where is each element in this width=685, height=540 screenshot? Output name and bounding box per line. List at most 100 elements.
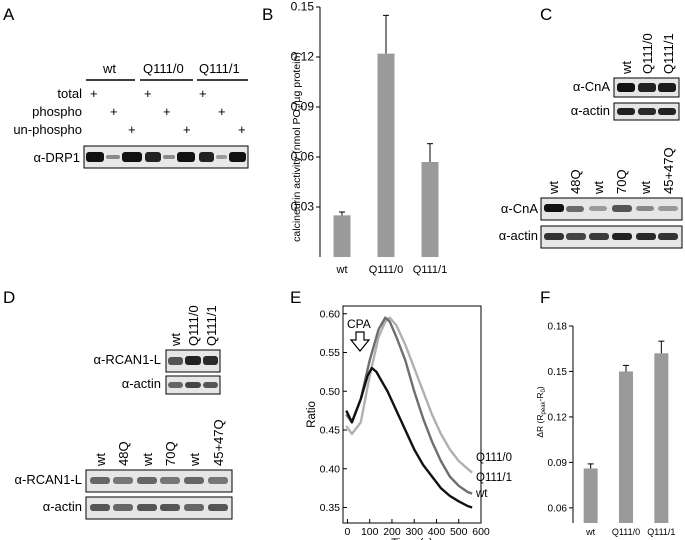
- blot-band: [199, 152, 214, 162]
- category-label: Q111/0: [612, 527, 640, 537]
- series-line: [345, 366, 473, 509]
- blot-band: [612, 205, 632, 212]
- y-tick-label: 0.40: [320, 463, 341, 475]
- plus-mark: +: [144, 86, 152, 101]
- blot-band: [658, 83, 676, 92]
- row-label: α-actin: [122, 376, 161, 391]
- blot-band: [617, 83, 635, 92]
- panel-e-letter: E: [290, 288, 301, 307]
- blot-band: [658, 233, 678, 240]
- panel-d-letter: D: [3, 288, 15, 307]
- group-label: wt: [102, 61, 116, 76]
- blot-band: [177, 152, 195, 162]
- blot-band: [185, 382, 201, 388]
- y-axis-label: Ratio: [306, 401, 318, 428]
- y-tick-label: 0.09: [291, 100, 315, 114]
- category-label: wt: [585, 527, 595, 537]
- lane-label: wt: [140, 453, 155, 467]
- series-label: Q111/0: [476, 452, 512, 464]
- y-tick-label: 0.45: [320, 425, 341, 437]
- blot-band: [544, 233, 564, 240]
- group-label: Q111/0: [143, 61, 184, 76]
- blot-band: [566, 206, 584, 212]
- lane-label: wt: [93, 453, 108, 467]
- category-label: wt: [336, 264, 348, 276]
- blot-band: [163, 155, 175, 159]
- lane-label: wt: [619, 61, 634, 75]
- row-label: un-phospho: [13, 122, 82, 137]
- lane-label: Q111/0: [186, 305, 201, 346]
- panel-c-letter: C: [540, 5, 552, 24]
- blot-band: [216, 155, 227, 159]
- plus-mark: +: [128, 122, 136, 137]
- series-line: [345, 316, 473, 474]
- y-tick-label: 0.12: [548, 412, 568, 423]
- blot-band: [137, 477, 157, 484]
- row-label: α-actin: [571, 103, 610, 118]
- plus-mark: +: [163, 104, 171, 119]
- blot-band: [612, 233, 632, 240]
- x-tick-label: 400: [428, 526, 446, 538]
- row-label: α-RCAN1-L: [94, 352, 161, 367]
- y-tick-label: 0.06: [548, 503, 568, 514]
- blot-band: [160, 477, 180, 484]
- y-tick-label: 0.09: [548, 458, 568, 469]
- antibody-label: α-DRP1: [33, 150, 80, 165]
- x-tick-label: 600: [472, 526, 490, 538]
- lane-label: wt: [591, 181, 606, 195]
- lane-label: wt: [187, 453, 202, 467]
- y-tick-label: 0.18: [548, 322, 568, 333]
- blot-band: [636, 206, 654, 211]
- plus-mark: +: [218, 104, 226, 119]
- y-axis-label: calcineurin activity (nmol PO4/µg protei…: [291, 52, 305, 242]
- blot-band: [636, 233, 656, 240]
- blot-band: [589, 233, 609, 240]
- plus-mark: +: [110, 104, 118, 119]
- blot-band: [658, 206, 678, 211]
- category-label: Q111/1: [647, 527, 675, 537]
- lane-label: Q111/1: [661, 33, 676, 74]
- blot-band: [566, 233, 586, 240]
- panel-c: C wt Q111/0 Q111/1 α-CnA α-actin wt 48Q wt 70…: [499, 5, 683, 249]
- lane-label: 45+47Q: [661, 147, 676, 194]
- x-tick-label: 500: [450, 526, 468, 538]
- blot-band: [106, 155, 120, 159]
- panel-f-bar-chart: F ΔR (Rpeak-R0) 0.06 0.09 0.12 0.15 0.18 wt Q1…: [535, 288, 675, 537]
- x-axis-label: Time (s): [391, 538, 433, 540]
- x-tick-label: 100: [361, 526, 379, 538]
- plus-mark: +: [90, 86, 98, 101]
- row-label: α-CnA: [501, 201, 538, 216]
- category-label: Q111/1: [413, 264, 447, 276]
- bar: [619, 371, 633, 523]
- blot-band: [113, 504, 133, 511]
- blot-band: [617, 108, 635, 115]
- panel-a-letter: A: [3, 5, 15, 24]
- row-label: α-CnA: [573, 79, 610, 94]
- y-tick-label: 0.03: [291, 200, 315, 214]
- blot-band: [160, 504, 180, 511]
- plot-frame: [342, 305, 482, 524]
- blot-band: [168, 382, 183, 388]
- row-label: α-actin: [43, 499, 82, 514]
- blot-band: [86, 152, 104, 162]
- plus-mark: +: [238, 122, 246, 137]
- blot-band: [185, 356, 201, 365]
- series-label: wt: [475, 488, 488, 500]
- y-tick-label: 0.50: [320, 386, 341, 398]
- lane-label: 70Q: [614, 169, 629, 194]
- row-label: total: [57, 86, 82, 101]
- panel-e-line-chart: E CPA 0.35 0.40 0.45 0.50 0.55 0.60 0 100 200 300…: [290, 288, 512, 540]
- blot-band: [113, 477, 133, 484]
- blot-band: [184, 477, 204, 484]
- plus-mark: +: [199, 86, 207, 101]
- series-label: Q111/1: [476, 472, 512, 484]
- blot-frame: [540, 197, 683, 221]
- blot-band: [229, 152, 246, 162]
- y-tick-label: 0.15: [548, 367, 568, 378]
- blot-band: [90, 504, 110, 511]
- blot-band: [122, 152, 142, 162]
- blot-frame: [85, 469, 233, 493]
- panel-b-letter: B: [262, 5, 273, 24]
- blot-band: [168, 357, 183, 365]
- blot-band: [90, 477, 110, 484]
